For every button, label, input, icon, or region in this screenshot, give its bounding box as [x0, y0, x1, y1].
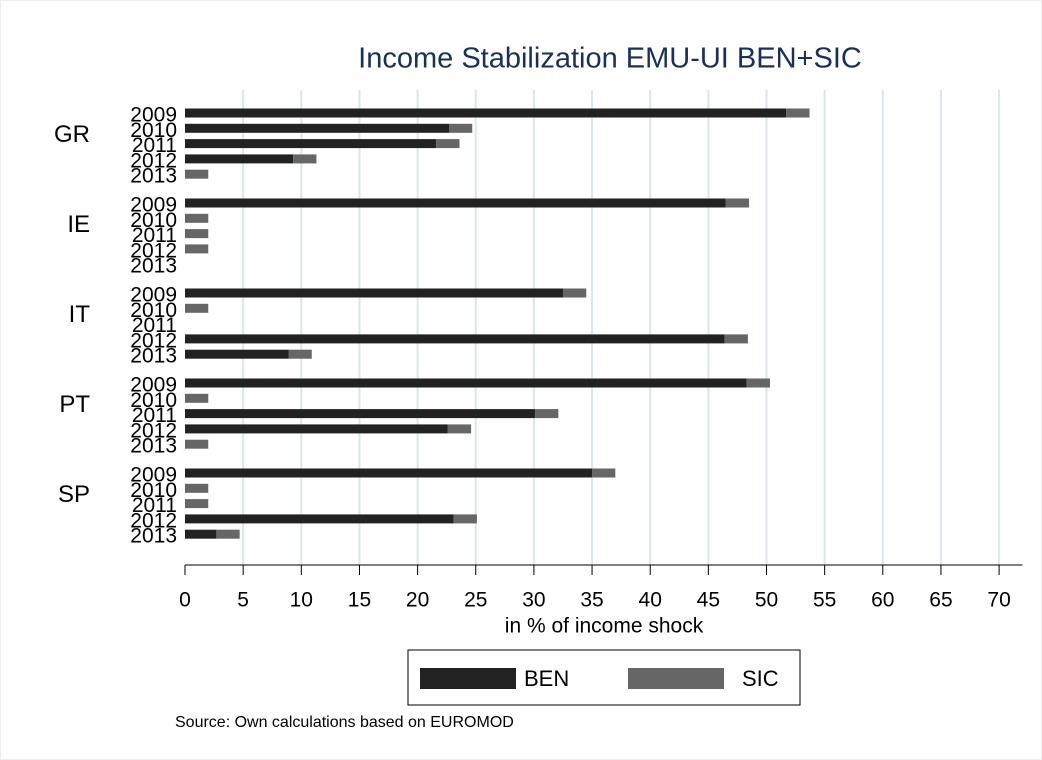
y-tick-label: 2010 [130, 389, 177, 412]
y-tick-label: 2012 [130, 509, 177, 532]
x-tick-label: 30 [522, 589, 545, 612]
group-label: IT [69, 301, 91, 328]
legend-label: SIC [742, 666, 779, 691]
bar-segment [185, 499, 209, 509]
x-tick-label: 70 [987, 589, 1010, 612]
bar-segment [293, 154, 317, 164]
bar-segment [786, 108, 810, 118]
bar-segment [185, 123, 450, 133]
y-tick-label: 2010 [130, 119, 177, 142]
x-tick-label: 65 [929, 589, 952, 612]
y-tick-label: 2012 [130, 329, 177, 352]
bar-segment [185, 198, 726, 208]
y-tick-label: 2013 [130, 165, 177, 188]
bar-segment [185, 108, 787, 118]
bar-segment [185, 514, 454, 524]
y-tick-label: 2013 [130, 255, 177, 278]
bar-segment [453, 514, 477, 524]
legend-swatch [628, 668, 724, 689]
y-tick-label: 2009 [130, 104, 177, 127]
bar-segment [724, 334, 748, 344]
x-tick-label: 15 [348, 589, 371, 612]
x-tick-label: 45 [697, 589, 720, 612]
x-axis-title: in % of income shock [505, 615, 704, 638]
bar-segment [185, 393, 209, 403]
x-tick-label: 0 [179, 589, 191, 612]
y-tick-label: 2009 [130, 374, 177, 397]
x-tick-label: 60 [871, 589, 894, 612]
bar-segment [216, 529, 240, 539]
x-tick-label: 25 [464, 589, 487, 612]
x-tick-label: 20 [406, 589, 429, 612]
y-tick-label: 2011 [132, 224, 177, 247]
source-note: Source: Own calculations based on EUROMO… [175, 714, 514, 731]
bar-segment [535, 409, 559, 419]
bar-segment [185, 303, 209, 313]
bar-segment [185, 288, 563, 298]
x-tick-label: 40 [639, 589, 662, 612]
bar-segment [185, 213, 209, 223]
y-tick-label: 2011 [132, 314, 177, 337]
bar-segment [447, 424, 472, 434]
group-label: GR [54, 121, 90, 148]
bar-segment [592, 468, 616, 478]
legend-swatch [420, 668, 516, 689]
y-tick-label: 2009 [130, 284, 177, 307]
y-tick-label: 2013 [130, 345, 177, 368]
bar-segment [185, 378, 747, 388]
x-tick-label: 5 [237, 589, 249, 612]
bar-segment [436, 139, 460, 149]
y-tick-label: 2010 [130, 299, 177, 322]
bar-segment [185, 244, 209, 254]
x-tick-label: 35 [580, 589, 603, 612]
legend-label: BEN [524, 666, 569, 691]
bar-segment [746, 378, 770, 388]
y-tick-label: 2013 [130, 435, 177, 458]
bar-segment [185, 424, 448, 434]
x-tick-label: 55 [813, 589, 836, 612]
bar-segment [449, 123, 473, 133]
bar-segment [185, 468, 593, 478]
bar-segment [185, 154, 294, 164]
bar-segment [185, 229, 209, 239]
bar-segment [185, 169, 209, 179]
group-label: SP [58, 481, 90, 508]
x-tick-label: 50 [755, 589, 778, 612]
x-tick-label: 10 [290, 589, 313, 612]
chart-title: Income Stabilization EMU-UI BEN+SIC [358, 43, 862, 75]
group-label: PT [59, 391, 90, 418]
bar-segment [288, 349, 312, 359]
bar-segment [185, 529, 217, 539]
y-tick-label: 2012 [130, 239, 177, 262]
y-tick-label: 2010 [130, 209, 177, 232]
y-tick-label: 2011 [132, 134, 177, 157]
bar-segment [725, 198, 750, 208]
bar-segment [185, 139, 437, 149]
y-tick-label: 2012 [130, 149, 177, 172]
bar-segment [185, 439, 209, 449]
y-tick-label: 2009 [130, 194, 177, 217]
bar-segment [185, 349, 289, 359]
y-tick-label: 2013 [130, 525, 177, 548]
bar-segment [562, 288, 587, 298]
group-label: IE [67, 211, 90, 238]
y-tick-label: 2011 [132, 404, 177, 427]
y-tick-label: 2011 [132, 494, 177, 517]
bar-segment [185, 334, 725, 344]
y-tick-label: 2012 [130, 419, 177, 442]
bar-segment [185, 483, 209, 493]
y-tick-label: 2010 [130, 479, 177, 502]
bar-segment [185, 409, 536, 419]
y-tick-label: 2009 [130, 464, 177, 487]
